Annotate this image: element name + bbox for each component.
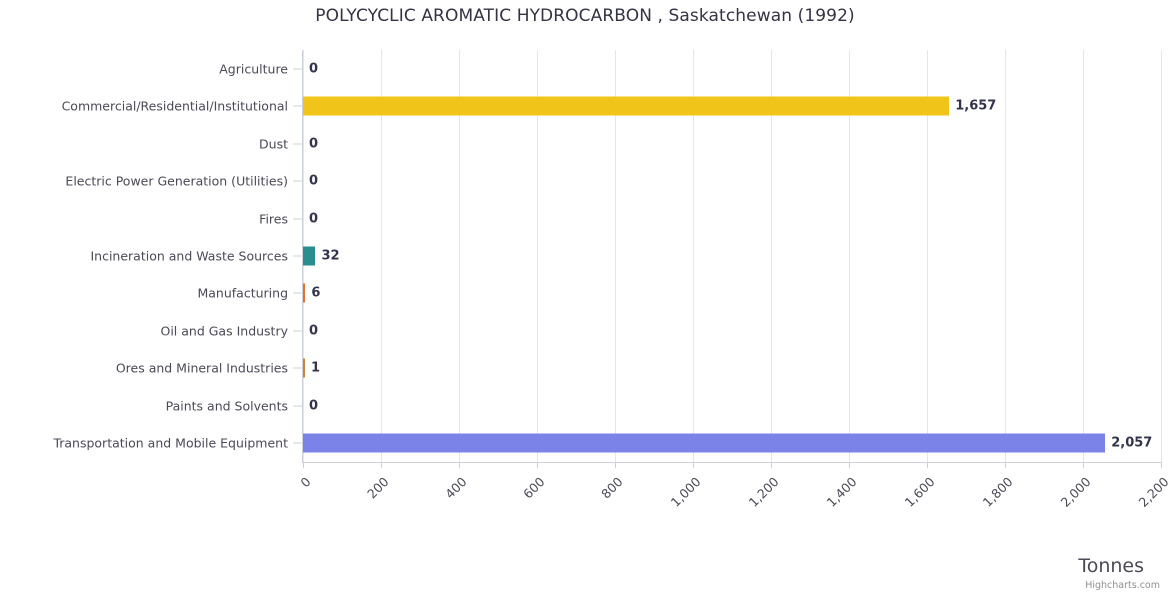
y-axis-category-label: Paints and Solvents <box>165 398 288 414</box>
x-tick-mark <box>693 462 694 468</box>
y-tick-mark <box>293 330 303 332</box>
x-gridline <box>1083 50 1084 462</box>
y-axis-category-label: Ores and Mineral Industries <box>115 360 288 376</box>
y-tick-mark <box>293 405 303 407</box>
x-gridline <box>1161 50 1162 462</box>
chart-category-row: Manufacturing 6 <box>0 275 1170 312</box>
chart-bar[interactable] <box>303 246 316 266</box>
x-tick-mark <box>771 462 772 468</box>
x-gridline <box>693 50 694 462</box>
chart-category-row: Fires 0 <box>0 200 1170 237</box>
chart-bar[interactable] <box>303 96 950 116</box>
chart-bar[interactable] <box>303 433 1106 453</box>
bar-value-label: 6 <box>311 285 321 301</box>
x-axis-title: Tonnes <box>1078 555 1144 577</box>
chart-category-row: Electric Power Generation (Utilities) 0 <box>0 162 1170 199</box>
x-gridline <box>615 50 616 462</box>
y-tick-mark <box>293 218 303 220</box>
x-gridline <box>927 50 928 462</box>
y-axis-category-label: Agriculture <box>219 61 288 77</box>
y-axis-category-label: Dust <box>259 136 288 152</box>
chart-category-row: Ores and Mineral Industries 1 <box>0 350 1170 387</box>
y-tick-mark <box>293 367 303 369</box>
x-tick-mark <box>303 462 304 468</box>
y-axis-category-label: Oil and Gas Industry <box>160 323 289 339</box>
x-tick-mark <box>849 462 850 468</box>
chart-category-row: Incineration and Waste Sources 32 <box>0 237 1170 274</box>
x-gridline <box>459 50 460 462</box>
x-gridline <box>381 50 382 462</box>
chart-bar[interactable] <box>303 283 306 303</box>
highcharts-credit: Highcharts.com <box>1085 580 1160 591</box>
x-gridline <box>849 50 850 462</box>
bar-value-label: 1,657 <box>955 98 997 114</box>
bar-value-label: 0 <box>309 173 319 189</box>
y-axis-category-label: Electric Power Generation (Utilities) <box>65 173 288 189</box>
x-tick-mark <box>1005 462 1006 468</box>
y-tick-mark <box>293 143 303 145</box>
bar-value-label: 0 <box>309 398 319 414</box>
chart-title: POLYCYCLIC AROMATIC HYDROCARBON , Saskat… <box>315 6 855 26</box>
x-tick-mark <box>615 462 616 468</box>
y-tick-mark <box>293 292 303 294</box>
chart-category-row: Commercial/Residential/Institutional 1,65… <box>0 87 1170 124</box>
chart-category-row: Agriculture 0 <box>0 50 1170 87</box>
bar-value-label: 0 <box>309 211 319 227</box>
x-tick-mark <box>1161 462 1162 468</box>
y-axis-category-label: Incineration and Waste Sources <box>90 248 288 264</box>
y-axis-category-label: Transportation and Mobile Equipment <box>53 435 288 451</box>
chart-category-row: Transportation and Mobile Equipment 2,057 <box>0 425 1170 462</box>
chart-category-row: Paints and Solvents 0 <box>0 387 1170 424</box>
y-axis-category-label: Manufacturing <box>197 285 288 301</box>
x-tick-mark <box>537 462 538 468</box>
x-tick-mark <box>927 462 928 468</box>
bar-value-label: 2,057 <box>1111 435 1153 451</box>
bar-value-label: 32 <box>321 248 340 264</box>
chart-category-row: Oil and Gas Industry 0 <box>0 312 1170 349</box>
y-axis-line <box>302 50 303 463</box>
y-tick-mark <box>293 105 303 107</box>
y-tick-mark <box>293 442 303 444</box>
bar-value-label: 0 <box>309 136 319 152</box>
plot-area <box>303 50 1162 462</box>
x-gridline <box>1005 50 1006 462</box>
x-gridline <box>537 50 538 462</box>
x-tick-mark <box>1083 462 1084 468</box>
chart-bar[interactable] <box>303 358 305 378</box>
bar-value-label: 1 <box>311 360 321 376</box>
chart-category-row: Dust 0 <box>0 125 1170 162</box>
x-tick-mark <box>381 462 382 468</box>
y-axis-category-label: Commercial/Residential/Institutional <box>61 98 288 114</box>
bar-value-label: 0 <box>309 61 319 77</box>
y-tick-mark <box>293 255 303 257</box>
y-tick-mark <box>293 180 303 182</box>
bar-value-label: 0 <box>309 323 319 339</box>
y-tick-mark <box>293 68 303 70</box>
y-axis-category-label: Fires <box>259 211 288 227</box>
x-gridline <box>771 50 772 462</box>
x-axis-line <box>303 462 1161 463</box>
x-tick-mark <box>459 462 460 468</box>
